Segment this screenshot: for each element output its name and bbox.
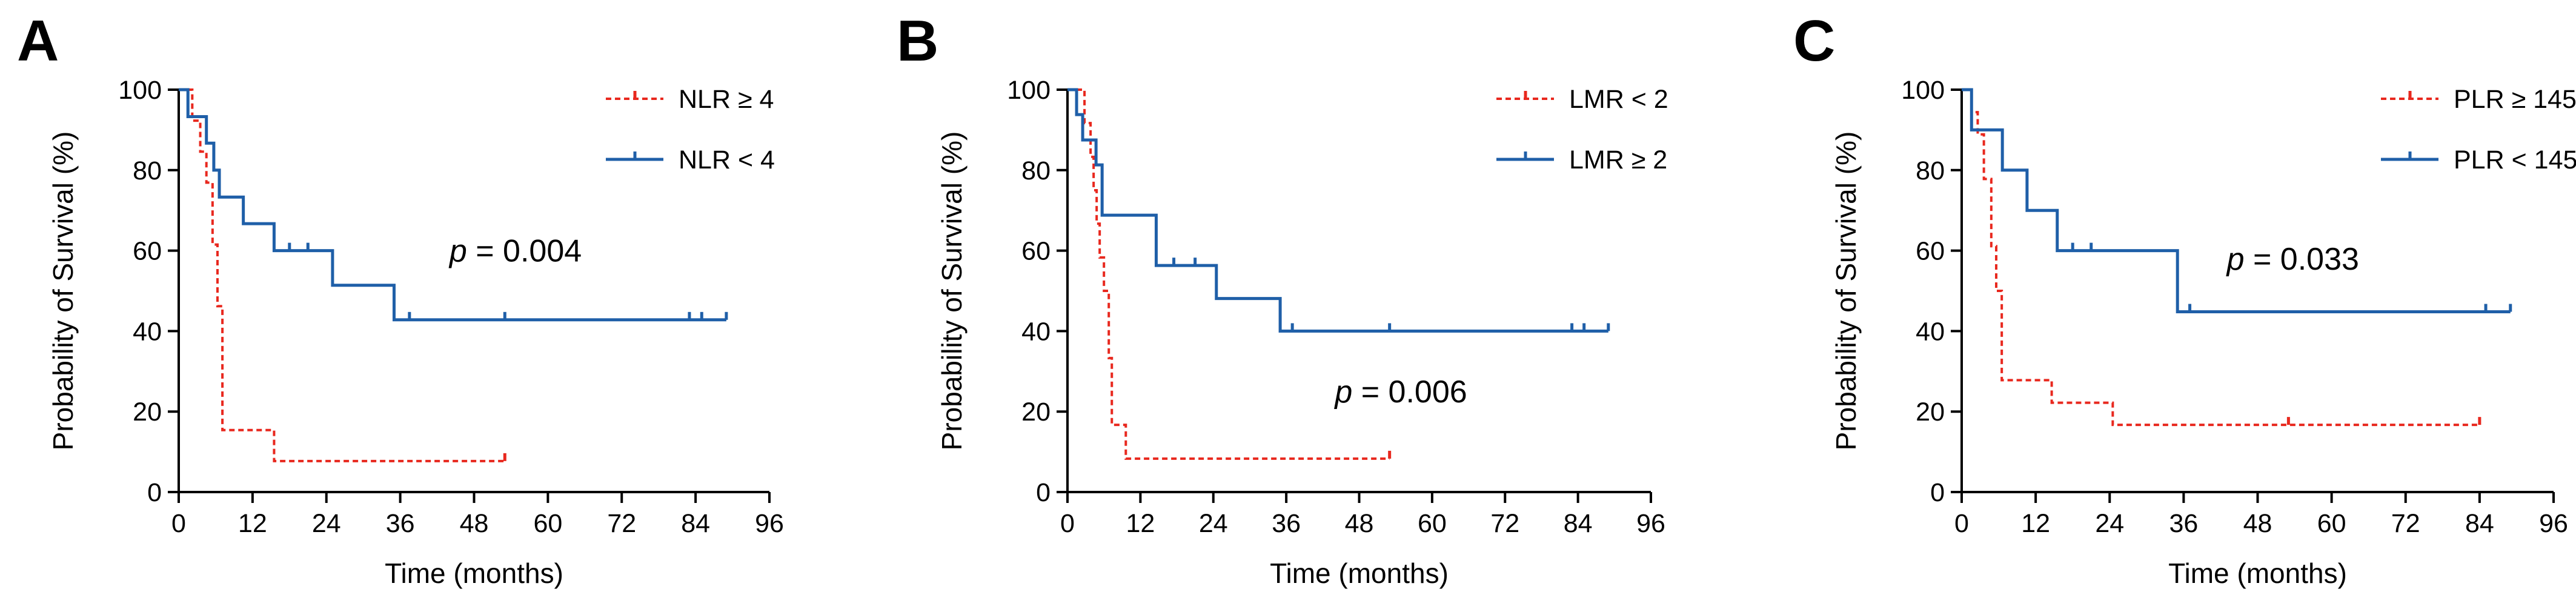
y-tick-label: 0 bbox=[1930, 478, 1945, 507]
y-tick-label: 0 bbox=[147, 478, 162, 507]
x-tick-label: 96 bbox=[755, 509, 784, 538]
y-tick-label: 60 bbox=[133, 237, 162, 266]
p-value-annotation: p = 0.004 bbox=[448, 234, 582, 269]
panel-a: A 0 12 24 36 48 60 72 84 96 0 20 40 60 80 100 Time (mont… bbox=[17, 8, 784, 589]
x-tick-label: 0 bbox=[171, 509, 186, 538]
panel-letter: A bbox=[17, 8, 59, 73]
y-axis-title: Probability of Survival (%) bbox=[936, 131, 968, 451]
y-tick-label: 100 bbox=[118, 76, 162, 105]
y-tick-label: 100 bbox=[1901, 76, 1945, 105]
p-value-symbol: p bbox=[448, 234, 467, 269]
panel-letter: B bbox=[897, 8, 938, 73]
x-tick-label: 96 bbox=[1636, 509, 1665, 538]
legend-label: PLR ≥ 145 bbox=[2454, 85, 2576, 114]
y-tick-label: 40 bbox=[1916, 317, 1945, 346]
survival-curve-red bbox=[1962, 88, 2480, 427]
legend-label: LMR ≥ 2 bbox=[1569, 145, 1667, 175]
x-tick-label: 48 bbox=[2243, 509, 2272, 538]
x-tick-label: 36 bbox=[2169, 509, 2198, 538]
survival-curve-red bbox=[1067, 88, 1390, 460]
y-tick-label: 20 bbox=[133, 398, 162, 427]
x-tick-label: 36 bbox=[386, 509, 415, 538]
p-value-symbol: p bbox=[2226, 242, 2245, 277]
legend-label: PLR < 145 bbox=[2454, 145, 2576, 175]
x-tick-label: 84 bbox=[2465, 509, 2494, 538]
x-tick-label: 48 bbox=[1345, 509, 1374, 538]
x-tick-label: 60 bbox=[533, 509, 562, 538]
x-tick-label: 12 bbox=[238, 509, 267, 538]
x-tick-label: 0 bbox=[1954, 509, 1969, 538]
x-tick-label: 60 bbox=[2317, 509, 2346, 538]
legend-label: NLR ≥ 4 bbox=[679, 85, 774, 114]
x-tick-label: 24 bbox=[2095, 509, 2124, 538]
survival-curve-blue bbox=[1067, 88, 1608, 333]
y-axis-title: Probability of Survival (%) bbox=[1830, 131, 1862, 451]
x-tick-label: 72 bbox=[607, 509, 636, 538]
x-tick-label: 96 bbox=[2539, 509, 2568, 538]
survival-curve-blue bbox=[179, 88, 726, 322]
x-tick-label: 84 bbox=[1564, 509, 1593, 538]
x-tick-label: 72 bbox=[2391, 509, 2420, 538]
p-value-text: = 0.006 bbox=[1352, 374, 1467, 410]
x-tick-label: 0 bbox=[1060, 509, 1075, 538]
p-value-symbol: p bbox=[1333, 374, 1352, 410]
legend-label: LMR < 2 bbox=[1569, 85, 1668, 114]
x-tick-label: 60 bbox=[1418, 509, 1447, 538]
survival-curve-red bbox=[179, 88, 505, 462]
x-axis-title: Time (months) bbox=[385, 557, 563, 589]
x-tick-label: 36 bbox=[1272, 509, 1301, 538]
x-tick-label: 48 bbox=[460, 509, 489, 538]
y-tick-label: 80 bbox=[1021, 156, 1051, 185]
x-tick-label: 12 bbox=[2021, 509, 2050, 538]
y-axis-title: Probability of Survival (%) bbox=[47, 131, 79, 451]
y-tick-label: 60 bbox=[1916, 237, 1945, 266]
p-value-text: = 0.033 bbox=[2245, 242, 2359, 277]
panel-letter: C bbox=[1793, 8, 1835, 73]
x-tick-label: 12 bbox=[1126, 509, 1155, 538]
y-tick-label: 40 bbox=[133, 317, 162, 346]
p-value-annotation: p = 0.006 bbox=[1333, 374, 1467, 410]
x-axis-title: Time (months) bbox=[1270, 557, 1449, 589]
p-value-annotation: p = 0.033 bbox=[2226, 242, 2359, 277]
x-tick-label: 24 bbox=[312, 509, 341, 538]
p-value-text: = 0.004 bbox=[467, 234, 582, 269]
x-axis-title: Time (months) bbox=[2168, 557, 2347, 589]
x-tick-label: 24 bbox=[1199, 509, 1228, 538]
panel-b: B 0 12 24 36 48 60 72 84 96 0 20 40 60 80 100 Time (mont… bbox=[897, 8, 1668, 589]
y-tick-label: 0 bbox=[1036, 478, 1051, 507]
legend-label: NLR < 4 bbox=[679, 145, 775, 175]
y-tick-label: 100 bbox=[1007, 76, 1051, 105]
survival-curve-blue bbox=[1962, 88, 2511, 314]
y-tick-label: 40 bbox=[1021, 317, 1051, 346]
y-tick-label: 80 bbox=[133, 156, 162, 185]
x-tick-label: 84 bbox=[681, 509, 710, 538]
panel-c: C 0 12 24 36 48 60 72 84 96 0 20 40 60 80 100 Time (mont… bbox=[1793, 8, 2576, 589]
x-tick-label: 72 bbox=[1490, 509, 1519, 538]
y-tick-label: 20 bbox=[1916, 398, 1945, 427]
y-tick-label: 80 bbox=[1916, 156, 1945, 185]
y-tick-label: 20 bbox=[1021, 398, 1051, 427]
y-tick-label: 60 bbox=[1021, 237, 1051, 266]
